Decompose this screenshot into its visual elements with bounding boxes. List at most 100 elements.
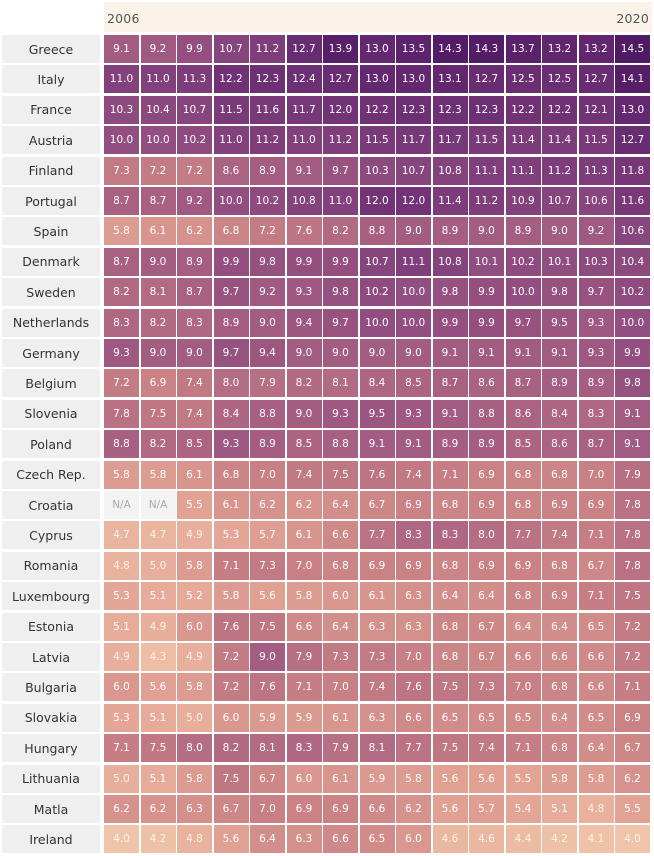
heatmap-cell: 7.3 <box>323 643 358 671</box>
heatmap-cell: N/A <box>104 491 139 519</box>
heatmap-cell: 9.1 <box>286 156 322 185</box>
heatmap-cell: 5.9 <box>250 703 285 732</box>
heatmap-cell: 8.9 <box>213 308 249 337</box>
heatmap-cell: 7.1 <box>615 673 650 702</box>
heatmap-cell: 8.5 <box>505 430 541 459</box>
country-label: Poland <box>2 430 100 459</box>
heatmap-cell: 8.9 <box>177 247 212 276</box>
heatmap-cell: 5.5 <box>615 795 650 823</box>
heatmap-cell: 9.4 <box>286 308 322 337</box>
heatmap-cell: 9.8 <box>542 278 577 307</box>
heatmap-cell: 6.4 <box>469 582 504 611</box>
heatmap-cell: 9.3 <box>396 399 431 428</box>
heatmap-cell: 5.3 <box>104 582 139 611</box>
heatmap-cell: 13.2 <box>542 35 577 63</box>
heatmap-cell: 6.2 <box>177 217 212 246</box>
heatmap-cell: 5.7 <box>250 521 285 550</box>
heatmap-cell: 8.3 <box>177 308 212 337</box>
heatmap-cell: 8.3 <box>396 521 431 550</box>
country-label: Greece <box>2 35 100 63</box>
heatmap-cell: 6.2 <box>286 491 322 519</box>
heatmap-cell: 6.5 <box>432 703 468 732</box>
heatmap-cell: 7.1 <box>432 460 468 489</box>
heatmap-cell: 7.2 <box>177 156 212 185</box>
heatmap-cell: 5.1 <box>104 612 139 641</box>
heatmap-cell: 7.5 <box>250 612 285 641</box>
heatmap-cell: 12.7 <box>323 65 358 94</box>
heatmap-cell: 6.8 <box>542 460 577 489</box>
heatmap-cell: 8.6 <box>469 369 504 398</box>
heatmap-cell: 8.2 <box>140 430 176 459</box>
heatmap-cell: 9.1 <box>396 430 431 459</box>
heatmap-cell: 9.4 <box>250 339 285 367</box>
heatmap-cell: 7.0 <box>250 460 285 489</box>
heatmap-cell: 12.2 <box>213 65 249 94</box>
heatmap-cell: 8.7 <box>104 187 139 215</box>
heatmap-cell: 7.2 <box>615 612 650 641</box>
heatmap-cell: 7.4 <box>396 460 431 489</box>
heatmap-cell: 8.4 <box>359 369 395 398</box>
heatmap-cell: 8.4 <box>213 399 249 428</box>
heatmap-cell: 6.8 <box>505 491 541 519</box>
heatmap-cell: 6.0 <box>104 673 139 702</box>
country-label: Lithuania <box>2 764 100 793</box>
heatmap-cell: 5.0 <box>140 551 176 580</box>
heatmap-cell: 5.6 <box>432 764 468 793</box>
heatmap-cell: 10.0 <box>213 187 249 215</box>
heatmap-cell: 7.8 <box>104 399 139 428</box>
heatmap-cell: 10.3 <box>359 156 395 185</box>
country-label: Estonia <box>2 612 100 641</box>
heatmap-cell: 9.0 <box>177 339 212 367</box>
heatmap-cell: 10.4 <box>140 95 176 124</box>
heatmap-cell: 5.6 <box>250 582 285 611</box>
heatmap-cell: 5.8 <box>177 551 212 580</box>
heatmap-cell: 7.4 <box>177 399 212 428</box>
heatmap-cell: 10.0 <box>104 126 139 155</box>
heatmap-cell: 7.8 <box>615 521 650 550</box>
heatmap-cell: 9.1 <box>615 399 650 428</box>
heatmap-cell: 9.9 <box>177 35 212 63</box>
heatmap-cell: 6.8 <box>432 612 468 641</box>
heatmap-cell: 7.2 <box>213 673 249 702</box>
heatmap-cell: 9.5 <box>542 308 577 337</box>
heatmap-cell: 9.8 <box>323 278 358 307</box>
heatmap-cell: 8.3 <box>286 734 322 763</box>
heatmap-cell: 6.3 <box>396 612 431 641</box>
heatmap-cell: 5.0 <box>104 764 139 793</box>
heatmap-cell: 6.5 <box>359 825 395 854</box>
heatmap-cell: 7.0 <box>323 673 358 702</box>
heatmap-cell: 6.9 <box>542 582 577 611</box>
heatmap-cell: 6.6 <box>286 612 322 641</box>
country-label: Portugal <box>2 187 100 215</box>
country-label: Ireland <box>2 825 100 854</box>
heatmap-cell: 6.9 <box>140 369 176 398</box>
heatmap-cell: 7.1 <box>578 521 614 550</box>
heatmap-cell: 9.3 <box>578 339 614 367</box>
heatmap-cell: 9.9 <box>286 247 322 276</box>
heatmap-cell: 6.5 <box>578 703 614 732</box>
heatmap-cell: 6.3 <box>286 825 322 854</box>
heatmap-cell: 11.3 <box>578 156 614 185</box>
heatmap-cell: 6.8 <box>213 460 249 489</box>
heatmap-cell: 11.5 <box>213 95 249 124</box>
heatmap-cell: 13.0 <box>359 35 395 63</box>
heatmap-cell: 10.6 <box>615 217 650 246</box>
year-end-label: 2020 <box>616 11 649 26</box>
year-start-label: 2006 <box>107 11 140 26</box>
heatmap-cell: 7.4 <box>359 673 395 702</box>
heatmap-cell: 9.3 <box>578 308 614 337</box>
heatmap-cell: 8.1 <box>250 734 285 763</box>
country-label: Sweden <box>2 278 100 307</box>
heatmap-cell: 8.0 <box>213 369 249 398</box>
heatmap-cell: 12.7 <box>469 65 504 94</box>
heatmap-cell: 7.7 <box>505 521 541 550</box>
heatmap-cell: 5.5 <box>177 491 212 519</box>
country-label: Luxembourg <box>2 582 100 611</box>
heatmap-cell: 8.2 <box>104 278 139 307</box>
heatmap-cell: 11.7 <box>286 95 322 124</box>
heatmap-cell: 4.8 <box>177 825 212 854</box>
heatmap-cell: 13.0 <box>615 95 650 124</box>
heatmap-cell: 7.1 <box>286 673 322 702</box>
heatmap-cell: 8.7 <box>578 430 614 459</box>
heatmap-cell: 8.3 <box>432 521 468 550</box>
